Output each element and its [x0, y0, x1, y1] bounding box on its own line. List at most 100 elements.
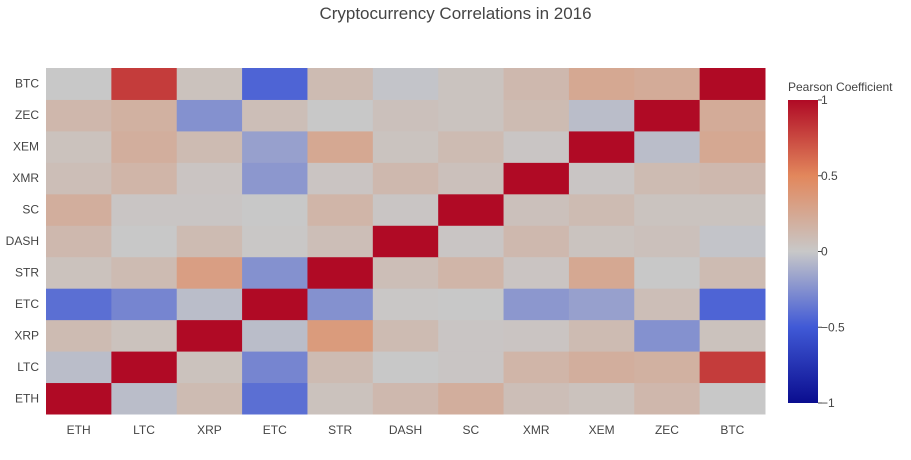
heatmap-cell-DASH-XEM: [568, 225, 635, 258]
colorbar: Pearson Coefficient 1 0.5 0 −0.5 −1: [788, 80, 893, 410]
heatmap-cell-DASH-ETC: [242, 225, 308, 258]
heatmap-cell-BTC-ETC: [242, 68, 308, 100]
heatmap-cell-XEM-ETC: [242, 130, 308, 163]
heatmap-cell-ZEC-XEM: [568, 99, 635, 132]
y-axis: ETH LTC XRP ETC STR DASH SC XMR XEM ZEC BTC: [6, 77, 40, 406]
heatmap-cell-ETC-XRP: [176, 288, 243, 321]
x-axis: ETH LTC XRP ETC STR DASH SC XMR XEM ZEC BTC: [67, 423, 745, 437]
heatmap-cell-XEM-XEM: [568, 130, 635, 163]
heatmap-cell-SC-DASH: [372, 193, 439, 226]
heatmap-cell-DASH-ETH: [46, 225, 112, 258]
heatmap-cell-SC-BTC: [699, 193, 766, 226]
y-tick-label: STR: [15, 265, 39, 279]
heatmap-cell-ETH-XEM: [568, 382, 635, 415]
heatmap-cell-XMR-XEM: [568, 162, 635, 195]
heatmap-cell-LTC-XMR: [503, 351, 570, 384]
x-tick-label: SC: [463, 423, 480, 437]
heatmap-cell-ZEC-ZEC: [634, 99, 701, 132]
heatmap-cell-XEM-ETH: [46, 130, 112, 163]
heatmap-cell-ZEC-ETH: [46, 99, 112, 132]
heatmap-cell-ZEC-STR: [307, 99, 374, 132]
heatmap-cell-SC-LTC: [111, 193, 178, 226]
heatmap-cell-DASH-LTC: [111, 225, 178, 258]
heatmap-cell-XRP-ZEC: [634, 319, 701, 352]
heatmap-cell-DASH-XMR: [503, 225, 570, 258]
heatmap-cell-XRP-BTC: [699, 319, 766, 352]
heatmap-cell-XRP-ETC: [242, 319, 308, 352]
heatmap-cell-BTC-STR: [307, 68, 374, 100]
heatmap-cell-XMR-XMR: [503, 162, 570, 195]
heatmap-cell-ETH-XRP: [176, 382, 243, 415]
y-tick-label: XMR: [12, 171, 39, 185]
y-tick-label: SC: [22, 203, 39, 217]
heatmap-cell-STR-ZEC: [634, 256, 701, 289]
heatmap-cell-ETC-STR: [307, 288, 374, 321]
heatmap-cell-ZEC-DASH: [372, 99, 439, 132]
heatmap-cell-STR-LTC: [111, 256, 178, 289]
heatmap-cell-BTC-DASH: [372, 68, 439, 100]
heatmap-cell-ZEC-XMR: [503, 99, 570, 132]
heatmap-cell-SC-ETC: [242, 193, 308, 226]
heatmap-cell-SC-XRP: [176, 193, 243, 226]
colorbar-tick-label: 1: [821, 93, 828, 107]
y-tick-label: LTC: [17, 360, 39, 374]
heatmap-cell-BTC-ETH: [46, 68, 112, 100]
x-tick-label: XRP: [197, 423, 222, 437]
heatmap-cell-STR-XMR: [503, 256, 570, 289]
heatmap-cell-SC-XMR: [503, 193, 570, 226]
chart-title: Cryptocurrency Correlations in 2016: [319, 4, 592, 23]
x-tick-label: ZEC: [655, 423, 679, 437]
heatmap-cell-STR-XEM: [568, 256, 635, 289]
y-tick-label: ZEC: [15, 108, 39, 122]
colorbar-tick-label: 0: [821, 245, 828, 259]
heatmap-cell-SC-XEM: [568, 193, 635, 226]
heatmap-cell-STR-ETH: [46, 256, 112, 289]
heatmap-cell-XMR-LTC: [111, 162, 178, 195]
heatmap-cell-ETC-XMR: [503, 288, 570, 321]
heatmap-cell-LTC-ETC: [242, 351, 308, 384]
x-tick-label: ETC: [263, 423, 287, 437]
heatmap-cell-XMR-ETH: [46, 162, 112, 195]
heatmap-cell-DASH-BTC: [699, 225, 766, 258]
heatmap-cell-ETC-LTC: [111, 288, 178, 321]
y-tick-label: BTC: [15, 77, 39, 91]
heatmap-cell-XEM-LTC: [111, 130, 178, 163]
heatmap-cell-ZEC-SC: [438, 99, 505, 132]
heatmap-cell-ETH-ETC: [242, 382, 308, 415]
heatmap-cell-ETC-DASH: [372, 288, 439, 321]
heatmap-cell-ETH-LTC: [111, 382, 178, 415]
heatmap-cell-XEM-DASH: [372, 130, 439, 163]
heatmap-cell-XMR-STR: [307, 162, 374, 195]
heatmap-cell-SC-STR: [307, 193, 374, 226]
heatmap-cell-ZEC-LTC: [111, 99, 178, 132]
heatmap-cell-LTC-STR: [307, 351, 374, 384]
y-tick-label: ETH: [15, 391, 39, 405]
heatmap-cell-XMR-BTC: [699, 162, 766, 195]
heatmap-cell-ETH-STR: [307, 382, 374, 415]
heatmap-cell-ETC-ETC: [242, 288, 308, 321]
colorbar-ticks: 1 0.5 0 −0.5 −1: [818, 93, 845, 410]
heatmap-cell-XEM-BTC: [699, 130, 766, 163]
heatmap-cell-STR-ETC: [242, 256, 308, 289]
colorbar-gradient: [788, 100, 818, 403]
heatmap-cell-ETH-ZEC: [634, 382, 701, 415]
x-tick-label: DASH: [389, 423, 422, 437]
heatmap-cell-LTC-ZEC: [634, 351, 701, 384]
heatmap-cell-LTC-BTC: [699, 351, 766, 384]
heatmap-cell-SC-SC: [438, 193, 505, 226]
heatmap-cell-BTC-XEM: [568, 68, 635, 100]
heatmap-cell-XMR-ZEC: [634, 162, 701, 195]
heatmap-cell-XRP-ETH: [46, 319, 112, 352]
heatmap-cells: [46, 68, 766, 415]
heatmap-cell-XRP-XRP: [176, 319, 243, 352]
y-tick-label: XEM: [13, 140, 39, 154]
heatmap-cell-XRP-XEM: [568, 319, 635, 352]
y-tick-label: ETC: [15, 297, 39, 311]
heatmap-cell-XRP-STR: [307, 319, 374, 352]
heatmap-cell-XRP-XMR: [503, 319, 570, 352]
heatmap-cell-DASH-SC: [438, 225, 505, 258]
x-tick-label: ETH: [67, 423, 91, 437]
heatmap-cell-ETH-ETH: [46, 382, 112, 415]
heatmap-cell-DASH-XRP: [176, 225, 243, 258]
heatmap-cell-XEM-XRP: [176, 130, 243, 163]
